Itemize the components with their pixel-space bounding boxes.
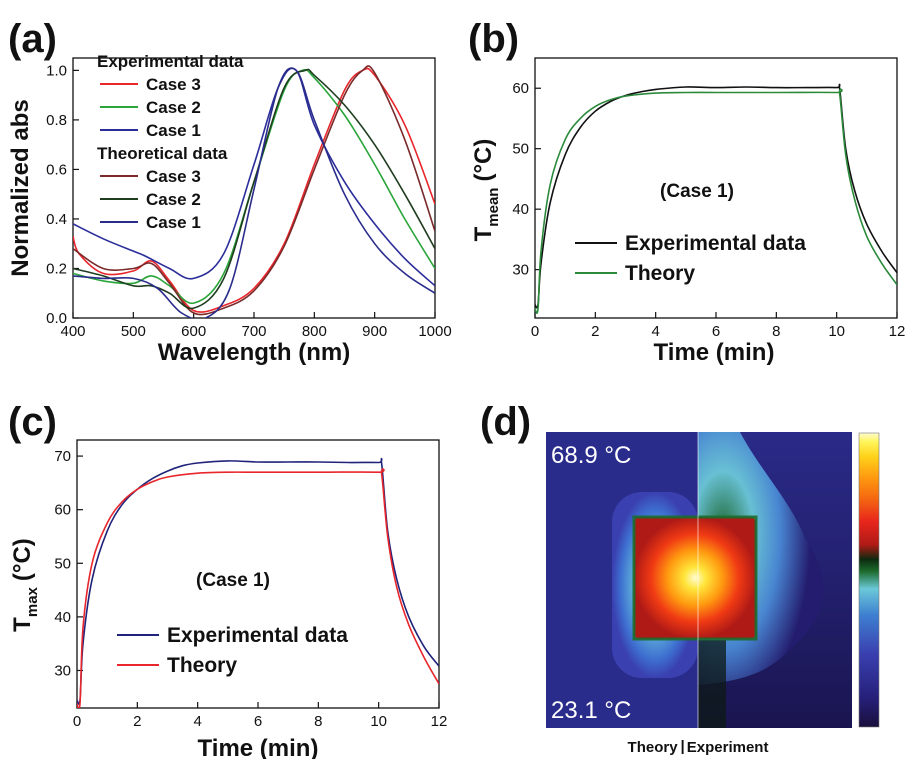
- series-line-theory-case-3: [73, 65, 435, 316]
- panel-d: 68.9 °C 23.1 °C Theory | Experiment: [546, 432, 882, 756]
- y-tick-label: 0.6: [46, 161, 67, 178]
- y-tick-label: 60: [512, 80, 529, 97]
- x-tick-label: 4: [651, 323, 659, 340]
- x-tick-label: 800: [302, 323, 327, 340]
- heatmap-caption: Theory | Experiment: [628, 738, 769, 756]
- y-axis-label-b: Tmean (°C): [470, 139, 502, 242]
- legend-entry-label: Theory: [167, 654, 237, 677]
- y-tick-label: 0.2: [46, 260, 67, 277]
- y-tick-label: 60: [54, 502, 71, 519]
- y-tick-label: 30: [512, 262, 529, 279]
- legend-a: Experimental data Case 3 Case 2 Case 1 Theor…: [97, 52, 244, 232]
- y-tick-label: 50: [54, 555, 71, 572]
- panel-label-b: (b): [468, 17, 519, 61]
- legend-entry-label: Case 1: [146, 213, 201, 232]
- theory-caption: Theory: [628, 739, 679, 756]
- x-tick-label: 12: [431, 713, 448, 730]
- lines-b: [535, 83, 897, 314]
- legend-entry-label: Experimental data: [167, 624, 348, 647]
- y-tick-label: 40: [512, 201, 529, 218]
- lines-c: [77, 457, 439, 708]
- y-tick-label: 50: [512, 141, 529, 158]
- legend-b: Experimental data Theory: [575, 232, 806, 285]
- panel-label-d: (d): [480, 400, 531, 444]
- y-tick-label: 0.0: [46, 310, 67, 327]
- ticks-c: 0 2 4 6 8 10 12 30 40 50 60 70: [54, 448, 447, 730]
- x-axis-label-c: Time (min): [198, 735, 319, 759]
- colorbar: [858, 432, 880, 728]
- panel-label-c: (c): [8, 400, 57, 444]
- legend-group-header: Experimental data: [97, 52, 244, 71]
- y-axis-main-c: T: [9, 617, 36, 632]
- legend-entry-label: Case 1: [146, 121, 201, 140]
- series-line-theory-case-2: [73, 68, 435, 310]
- experiment-caption: Experiment: [687, 739, 769, 756]
- lines-a: [73, 65, 435, 318]
- legend-c: Experimental data Theory: [117, 624, 348, 677]
- caption-separator: |: [681, 738, 685, 755]
- y-tick-label: 1.0: [46, 62, 67, 79]
- series-line-theory-case-1: [73, 67, 435, 318]
- x-tick-label: 900: [362, 323, 387, 340]
- y-tick-label: 40: [54, 609, 71, 626]
- series-line-theory: [535, 88, 897, 314]
- y-tick-label: 70: [54, 448, 71, 465]
- x-tick-label: 10: [370, 713, 387, 730]
- y-axis-label-c: Tmax (°C): [9, 538, 41, 632]
- legend-entry-label: Case 2: [146, 190, 201, 209]
- x-axis-label-b: Time (min): [654, 339, 775, 366]
- y-tick-label: 0.4: [46, 211, 67, 228]
- y-axis-unit-c: (°C): [9, 538, 36, 581]
- min-temperature-label: 23.1 °C: [551, 697, 631, 724]
- y-axis-sub-c: max: [24, 586, 41, 617]
- x-tick-label: 6: [712, 323, 720, 340]
- legend-group-header: Theoretical data: [97, 144, 228, 163]
- heatmap-hot-region: [634, 517, 756, 639]
- x-tick-label: 2: [133, 713, 141, 730]
- x-tick-label: 600: [181, 323, 206, 340]
- x-tick-label: 700: [241, 323, 266, 340]
- series-line-theory: [77, 468, 439, 708]
- heatmap-experiment-darkband: [698, 640, 726, 728]
- series-line-experimental-data: [77, 457, 439, 705]
- x-tick-label: 2: [591, 323, 599, 340]
- x-tick-label: 400: [60, 323, 85, 340]
- y-tick-label: 30: [54, 662, 71, 679]
- x-tick-label: 8: [772, 323, 780, 340]
- y-axis-main-b: T: [470, 226, 497, 241]
- annotation-c: (Case 1): [196, 570, 270, 591]
- x-tick-label: 8: [314, 713, 322, 730]
- panel-b: 0 2 4 6 8 10 12 30 40 50 60 Time (min) Tmean (°C) (…: [470, 57, 905, 366]
- x-tick-label: 6: [254, 713, 262, 730]
- legend-entry-label: Experimental data: [625, 232, 806, 255]
- y-axis-sub-b: mean: [485, 188, 502, 227]
- x-tick-label: 1000: [418, 323, 451, 340]
- heatmap-hot-frame: [632, 515, 758, 641]
- y-axis-unit-b: (°C): [470, 139, 497, 182]
- x-axis-label-a: Wavelength (nm): [158, 339, 350, 366]
- y-tick-label: 0.8: [46, 112, 67, 129]
- panel-a: 400 500 600 700 800 900 1000 0.0 0.2 0.4 0.6 0.8 1.0…: [7, 52, 452, 366]
- legend-entry-label: Case 3: [146, 75, 201, 94]
- annotation-b: (Case 1): [660, 181, 734, 202]
- legend-entry-label: Theory: [625, 262, 695, 285]
- x-tick-label: 4: [193, 713, 201, 730]
- legend-entry-label: Case 2: [146, 98, 201, 117]
- series-line-exp-case-1: [73, 67, 435, 287]
- ticks-b: 0 2 4 6 8 10 12 30 40 50 60: [512, 80, 905, 340]
- series-line-experimental-data: [535, 83, 897, 309]
- panel-label-a: (a): [8, 17, 57, 61]
- x-tick-label: 10: [828, 323, 845, 340]
- legend-entry-label: Case 3: [146, 167, 201, 186]
- x-tick-label: 500: [121, 323, 146, 340]
- x-tick-label: 0: [73, 713, 81, 730]
- series-line-exp-case-3: [73, 67, 435, 313]
- max-temperature-label: 68.9 °C: [551, 442, 631, 469]
- y-axis-label-a: Normalized abs: [7, 99, 34, 276]
- x-tick-label: 12: [889, 323, 906, 340]
- x-tick-label: 0: [531, 323, 539, 340]
